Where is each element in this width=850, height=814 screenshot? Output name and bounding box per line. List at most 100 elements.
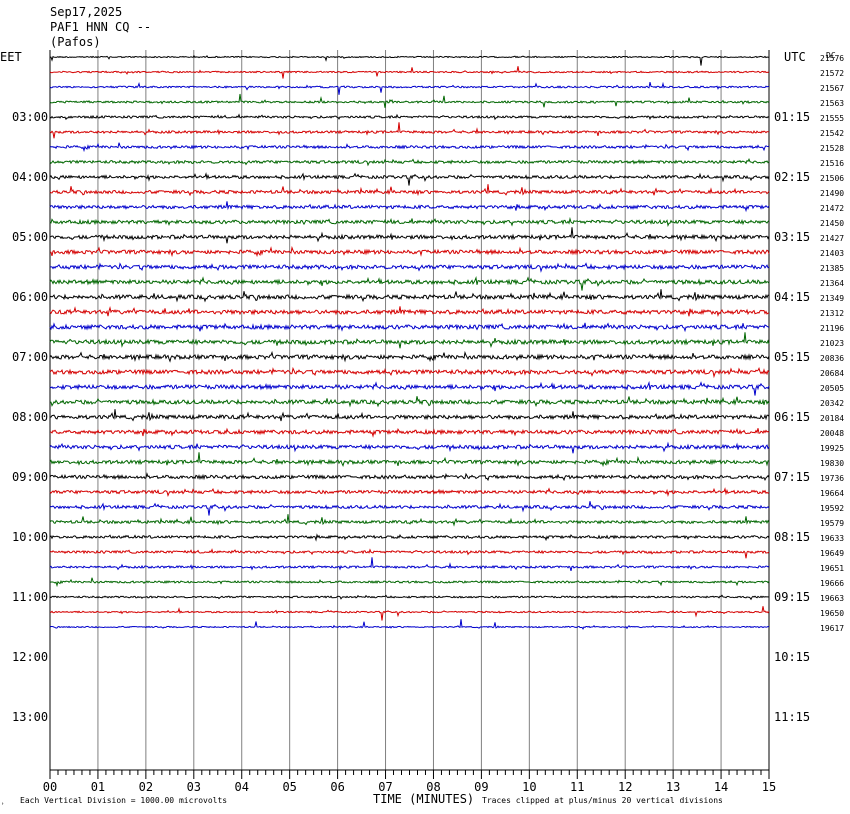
x-axis-label: TIME (MINUTES) <box>373 792 474 806</box>
trace-33 <box>49 533 770 542</box>
dc-offset-label: 21563 <box>820 99 844 108</box>
dc-offset-label: 21516 <box>820 159 844 168</box>
trace-group <box>49 54 770 630</box>
dc-offset-label: 21427 <box>820 234 844 243</box>
trace-37 <box>49 594 770 601</box>
right-hour-label: 11:15 <box>774 710 810 724</box>
trace-17 <box>49 289 770 303</box>
x-tick-label: 13 <box>666 780 680 794</box>
x-tick-label: 06 <box>330 780 344 794</box>
dc-offset-label: 21542 <box>820 129 844 138</box>
left-hour-label: 11:00 <box>12 590 48 604</box>
dc-offset-label: 21555 <box>820 114 844 123</box>
trace-1 <box>49 54 770 66</box>
x-tick-label: 02 <box>139 780 153 794</box>
trace-24 <box>49 396 770 408</box>
dc-offset-label: 19651 <box>820 564 844 573</box>
dc-offset-label: 20048 <box>820 429 844 438</box>
station-label: PAF1 HNN CQ -- <box>50 20 151 34</box>
location-label: (Pafos) <box>50 35 101 49</box>
dc-offset-label: 21506 <box>820 174 844 183</box>
x-tick-label: 05 <box>282 780 296 794</box>
dc-offset-label: 20342 <box>820 399 844 408</box>
dc-offset-label: 19649 <box>820 549 844 558</box>
dc-offset-label: 19830 <box>820 459 844 468</box>
left-hour-label: 09:00 <box>12 470 48 484</box>
dc-offset-label: 20836 <box>820 354 844 363</box>
left-hour-label: 10:00 <box>12 530 48 544</box>
label-group: 00 01 02 03 04 05 06 07 08 09 10 11 12 13 14 15 03:00 01:… <box>12 54 844 794</box>
dc-offset-label: 21576 <box>820 54 844 63</box>
dc-offset-label: 19633 <box>820 534 844 543</box>
right-hour-label: 07:15 <box>774 470 810 484</box>
trace-27 <box>49 441 770 454</box>
trace-4 <box>49 93 770 108</box>
trace-28 <box>49 452 770 468</box>
trace-34 <box>49 548 770 559</box>
trace-15 <box>49 262 770 273</box>
dc-offset-label: 19664 <box>820 489 844 498</box>
trace-39 <box>49 619 770 630</box>
dc-offset-label: 20684 <box>820 369 844 378</box>
corner-mark: ˫ <box>1 800 5 807</box>
trace-21 <box>49 350 770 363</box>
dc-offset-label: 19736 <box>820 474 844 483</box>
trace-9 <box>49 172 770 186</box>
trace-8 <box>49 157 770 167</box>
left-hour-label: 12:00 <box>12 650 48 664</box>
dc-offset-label: 21528 <box>820 144 844 153</box>
trace-25 <box>49 409 770 422</box>
left-hour-label: 05:00 <box>12 230 48 244</box>
trace-19 <box>49 322 770 333</box>
dc-offset-label: 21312 <box>820 309 844 318</box>
trace-7 <box>49 142 770 153</box>
right-hour-label: 10:15 <box>774 650 810 664</box>
right-hour-label: 05:15 <box>774 350 810 364</box>
dc-offset-label: 19666 <box>820 579 844 588</box>
trace-26 <box>50 427 770 438</box>
trace-36 <box>49 577 770 588</box>
trace-31 <box>49 501 770 516</box>
dc-offset-label: 21572 <box>820 69 844 78</box>
trace-13 <box>49 227 770 244</box>
dc-offset-label: 21349 <box>820 294 844 303</box>
x-tick-label: 00 <box>43 780 57 794</box>
footer-scale-note: Each Vertical Division = 1000.00 microvo… <box>20 796 227 805</box>
dc-offset-label: 20184 <box>820 414 844 423</box>
x-tick-label: 08 <box>426 780 440 794</box>
minute-grid <box>49 50 770 779</box>
right-hour-label: 08:15 <box>774 530 810 544</box>
right-hour-label: 04:15 <box>774 290 810 304</box>
trace-16 <box>49 276 770 291</box>
right-hour-label: 03:15 <box>774 230 810 244</box>
trace-20 <box>49 332 770 349</box>
left-hour-label: 07:00 <box>12 350 48 364</box>
dc-offset-label: 19579 <box>820 519 844 528</box>
trace-5 <box>49 113 770 121</box>
right-hour-label: 06:15 <box>774 410 810 424</box>
date-label: Sep17,2025 <box>50 5 122 19</box>
dc-offset-label: 19925 <box>820 444 844 453</box>
trace-2 <box>49 66 770 79</box>
left-hour-label: 08:00 <box>12 410 48 424</box>
dc-offset-label: 20505 <box>820 384 844 393</box>
right-hour-label: 09:15 <box>774 590 810 604</box>
right-hour-label: 01:15 <box>774 110 810 124</box>
trace-35 <box>49 557 770 572</box>
dc-offset-label: 21490 <box>820 189 844 198</box>
left-timezone-label: EET <box>0 50 22 64</box>
dc-offset-label: 21403 <box>820 249 844 258</box>
footer-clip-note: Traces clipped at plus/minus 20 vertical… <box>482 796 723 805</box>
dc-offset-label: 19663 <box>820 594 844 603</box>
dc-offset-label: 21364 <box>820 279 844 288</box>
right-hour-label: 02:15 <box>774 170 810 184</box>
trace-29 <box>49 472 770 482</box>
x-tick-label: 10 <box>522 780 536 794</box>
left-hour-label: 13:00 <box>12 710 48 724</box>
trace-6 <box>49 122 770 139</box>
x-tick-label: 03 <box>187 780 201 794</box>
left-hour-label: 03:00 <box>12 110 48 124</box>
trace-18 <box>49 306 770 318</box>
dc-offset-label: 21567 <box>820 84 844 93</box>
